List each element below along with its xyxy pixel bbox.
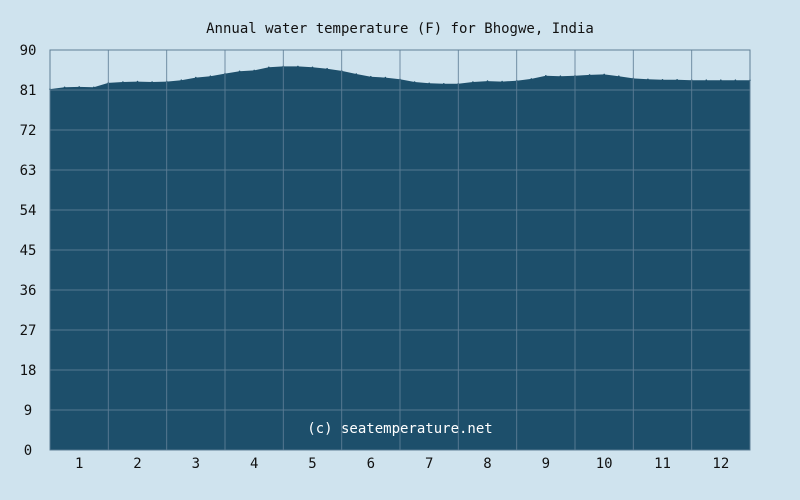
y-tick-label: 45 bbox=[20, 243, 37, 259]
watermark-text: (c) seatemperature.net bbox=[307, 421, 492, 437]
grid-layer bbox=[49, 49, 751, 451]
temperature-point bbox=[311, 66, 314, 69]
temperature-point bbox=[326, 67, 328, 70]
temperature-point bbox=[486, 80, 489, 82]
temperature-point bbox=[253, 69, 255, 72]
y-tick-label: 90 bbox=[20, 43, 37, 59]
temperature-point bbox=[472, 81, 474, 83]
temperature-point bbox=[661, 79, 664, 81]
temperature-point bbox=[122, 81, 124, 83]
temperature-point bbox=[588, 74, 591, 76]
temperature-point bbox=[618, 75, 620, 77]
temperature-point bbox=[720, 79, 722, 81]
y-axis: 0 9 18 27 36 45 54 63 72 81 90 bbox=[20, 43, 37, 459]
y-tick-label: 18 bbox=[20, 363, 37, 379]
temperature-point bbox=[559, 75, 562, 77]
temperature-point bbox=[195, 76, 197, 79]
temperature-point bbox=[151, 81, 153, 83]
temperature-point bbox=[443, 83, 445, 85]
temperature-point bbox=[530, 78, 533, 80]
x-tick-label: 3 bbox=[192, 456, 200, 472]
y-tick-label: 54 bbox=[20, 203, 37, 219]
temperature-point bbox=[501, 80, 503, 83]
temperature-point bbox=[428, 82, 431, 85]
temperature-point bbox=[63, 86, 66, 89]
temperature-point bbox=[603, 73, 605, 76]
temperature-point bbox=[676, 79, 678, 81]
x-tick-label: 8 bbox=[483, 456, 491, 472]
x-tick-label: 5 bbox=[308, 456, 316, 472]
y-tick-label: 63 bbox=[20, 163, 37, 179]
x-tick-label: 10 bbox=[596, 456, 613, 472]
temperature-point bbox=[705, 79, 708, 81]
x-tick-label: 12 bbox=[712, 456, 729, 472]
temperature-point bbox=[268, 66, 270, 69]
y-tick-label: 9 bbox=[24, 403, 32, 419]
temperature-point bbox=[384, 76, 387, 79]
temperature-point bbox=[413, 81, 416, 83]
temperature-point bbox=[78, 86, 80, 88]
y-tick-label: 27 bbox=[20, 323, 37, 339]
x-tick-label: 11 bbox=[654, 456, 671, 472]
x-tick-label: 1 bbox=[75, 456, 83, 472]
x-tick-label: 6 bbox=[367, 456, 375, 472]
y-tick-label: 81 bbox=[20, 83, 37, 99]
y-tick-label: 36 bbox=[20, 283, 37, 299]
temperature-point bbox=[370, 75, 372, 78]
temperature-point bbox=[355, 73, 358, 75]
x-tick-label: 7 bbox=[425, 456, 433, 472]
temperature-point bbox=[180, 79, 183, 81]
temperature-point bbox=[297, 65, 299, 68]
temperature-point bbox=[545, 75, 547, 77]
x-tick-label: 9 bbox=[542, 456, 550, 472]
temperature-point bbox=[734, 79, 737, 81]
x-tick-label: 2 bbox=[133, 456, 141, 472]
chart-title: Annual water temperature (F) for Bhogwe,… bbox=[206, 21, 594, 37]
x-axis: 1 2 3 4 5 6 7 8 9 10 11 12 bbox=[75, 456, 729, 472]
temperature-point bbox=[209, 75, 212, 77]
temperature-point bbox=[238, 70, 241, 73]
y-tick-label: 72 bbox=[20, 123, 37, 139]
temperature-point bbox=[136, 80, 139, 83]
temperature-point bbox=[647, 78, 649, 81]
y-tick-label: 0 bbox=[24, 443, 32, 459]
x-tick-label: 4 bbox=[250, 456, 258, 472]
temperature-point bbox=[93, 86, 95, 89]
